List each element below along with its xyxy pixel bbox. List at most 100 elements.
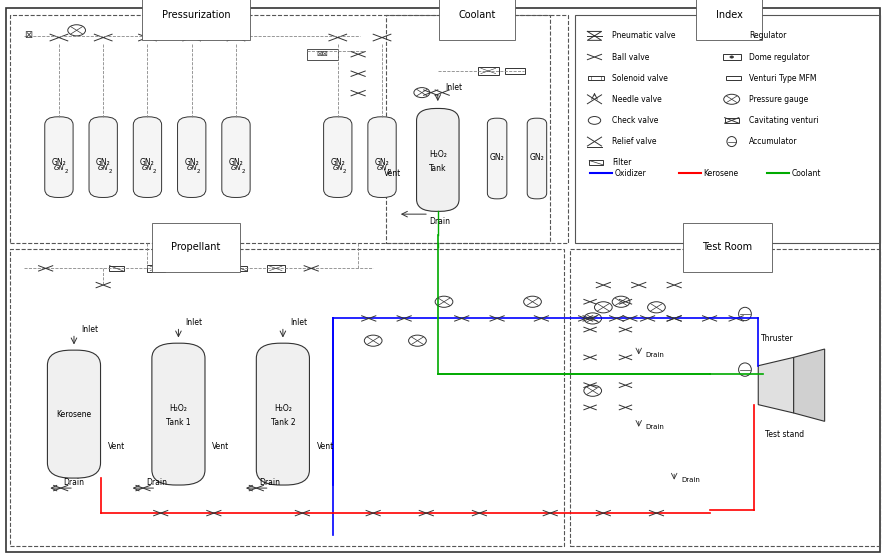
- Text: Vent: Vent: [316, 442, 334, 451]
- Text: Dome regulator: Dome regulator: [749, 53, 810, 61]
- Polygon shape: [794, 349, 825, 421]
- Circle shape: [588, 116, 600, 124]
- FancyBboxPatch shape: [47, 350, 100, 478]
- Circle shape: [414, 88, 430, 98]
- Text: H₂O₂: H₂O₂: [274, 404, 292, 413]
- Text: GN: GN: [332, 165, 343, 171]
- Circle shape: [647, 302, 665, 313]
- Circle shape: [612, 296, 630, 307]
- Circle shape: [67, 25, 85, 36]
- Circle shape: [584, 385, 601, 396]
- FancyBboxPatch shape: [416, 108, 459, 211]
- Circle shape: [730, 56, 733, 58]
- Text: Test stand: Test stand: [765, 430, 805, 439]
- Text: Inlet: Inlet: [81, 325, 99, 334]
- Bar: [725, 117, 739, 123]
- Text: Drain: Drain: [646, 424, 665, 430]
- Circle shape: [724, 94, 740, 105]
- Ellipse shape: [739, 363, 751, 376]
- Polygon shape: [758, 357, 794, 413]
- Text: GN₂: GN₂: [490, 153, 504, 162]
- FancyBboxPatch shape: [6, 8, 880, 552]
- Text: GN₂: GN₂: [96, 158, 111, 167]
- Text: Needle valve: Needle valve: [612, 95, 662, 104]
- Text: Filter: Filter: [612, 158, 631, 167]
- Text: GN₂: GN₂: [330, 158, 345, 167]
- Bar: [109, 266, 123, 271]
- Text: 2: 2: [242, 168, 245, 173]
- Text: Relief valve: Relief valve: [612, 137, 657, 146]
- Text: Vent: Vent: [385, 169, 401, 178]
- Text: Drain: Drain: [63, 478, 84, 487]
- Text: Inlet: Inlet: [186, 318, 202, 326]
- Text: Check valve: Check valve: [612, 116, 659, 125]
- Text: GN: GN: [186, 165, 197, 171]
- Text: GN: GN: [53, 165, 64, 171]
- Text: ⊠⊠: ⊠⊠: [316, 51, 328, 57]
- Circle shape: [364, 335, 382, 346]
- FancyBboxPatch shape: [527, 118, 547, 199]
- Text: Oxidizer: Oxidizer: [614, 169, 646, 178]
- FancyBboxPatch shape: [323, 117, 352, 197]
- FancyBboxPatch shape: [133, 117, 162, 197]
- FancyBboxPatch shape: [178, 117, 206, 197]
- Text: GN₂: GN₂: [140, 158, 155, 167]
- Bar: [147, 265, 165, 272]
- Text: Pressure gauge: Pressure gauge: [749, 95, 809, 104]
- Text: Pneumatic valve: Pneumatic valve: [612, 31, 676, 40]
- Text: Tank: Tank: [429, 164, 447, 173]
- Bar: [505, 68, 525, 74]
- Text: Kerosene: Kerosene: [703, 169, 739, 178]
- Bar: [234, 266, 248, 271]
- Text: Inlet: Inlet: [445, 83, 462, 92]
- FancyBboxPatch shape: [152, 343, 205, 485]
- Text: GN₂: GN₂: [375, 158, 390, 167]
- FancyBboxPatch shape: [257, 343, 309, 485]
- Bar: [588, 76, 604, 80]
- FancyBboxPatch shape: [222, 117, 250, 197]
- Text: Ball valve: Ball valve: [612, 53, 649, 61]
- Text: Inlet: Inlet: [290, 318, 307, 326]
- FancyBboxPatch shape: [488, 118, 507, 199]
- Text: 2: 2: [343, 168, 346, 173]
- Bar: [306, 49, 337, 60]
- Text: Venturi Type MFM: Venturi Type MFM: [749, 74, 817, 83]
- Text: GN₂: GN₂: [529, 153, 544, 162]
- Text: ⊠: ⊠: [24, 30, 32, 40]
- Text: 2: 2: [197, 168, 201, 173]
- Text: Coolant: Coolant: [458, 10, 496, 20]
- Text: Solenoid valve: Solenoid valve: [612, 74, 668, 83]
- Text: 2: 2: [153, 168, 156, 173]
- FancyBboxPatch shape: [368, 117, 396, 197]
- Text: Tank 1: Tank 1: [166, 418, 191, 427]
- Bar: [478, 67, 499, 75]
- Text: GN₂: GN₂: [228, 158, 243, 167]
- Text: Propellant: Propellant: [171, 242, 221, 252]
- Circle shape: [584, 313, 601, 324]
- Text: Drain: Drain: [146, 478, 167, 487]
- Ellipse shape: [727, 136, 736, 146]
- Circle shape: [594, 302, 612, 313]
- Text: Drain: Drain: [429, 217, 450, 226]
- Text: 2: 2: [387, 168, 391, 173]
- Text: GN: GN: [98, 165, 108, 171]
- Text: Vent: Vent: [212, 442, 229, 451]
- Text: GN₂: GN₂: [52, 158, 67, 167]
- Bar: [725, 76, 741, 80]
- Text: Accumulator: Accumulator: [749, 137, 798, 146]
- Ellipse shape: [739, 307, 751, 321]
- Text: Thruster: Thruster: [761, 334, 794, 343]
- Text: Kerosene: Kerosene: [57, 410, 91, 419]
- Text: Pressurization: Pressurization: [162, 10, 231, 20]
- Bar: [267, 265, 285, 272]
- Text: Coolant: Coolant: [792, 169, 821, 178]
- FancyBboxPatch shape: [44, 117, 73, 197]
- Text: 2: 2: [64, 168, 67, 173]
- Text: H₂O₂: H₂O₂: [170, 404, 187, 413]
- Text: GN: GN: [377, 165, 387, 171]
- Bar: [723, 32, 741, 39]
- Text: Regulator: Regulator: [749, 31, 787, 40]
- Text: H₂O₂: H₂O₂: [429, 150, 447, 159]
- Circle shape: [524, 296, 542, 307]
- Text: GN: GN: [142, 165, 153, 171]
